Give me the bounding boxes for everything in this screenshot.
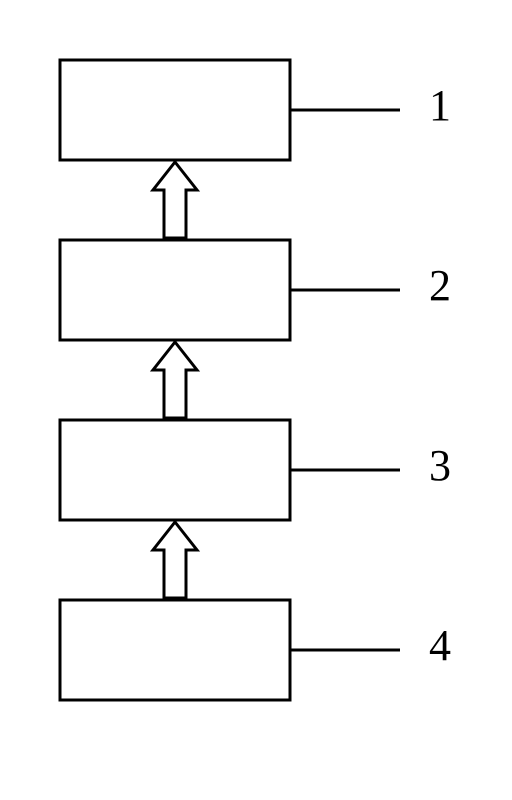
diagram-box	[60, 240, 290, 340]
diagram-box	[60, 420, 290, 520]
flow-arrow-up	[153, 162, 197, 238]
box-label: 1	[429, 81, 451, 130]
box-label: 3	[429, 441, 451, 490]
diagram-box	[60, 60, 290, 160]
diagram-box	[60, 600, 290, 700]
box-label: 4	[429, 621, 451, 670]
flow-arrow-up	[153, 522, 197, 598]
flow-arrow-up	[153, 342, 197, 418]
box-label: 2	[429, 261, 451, 310]
